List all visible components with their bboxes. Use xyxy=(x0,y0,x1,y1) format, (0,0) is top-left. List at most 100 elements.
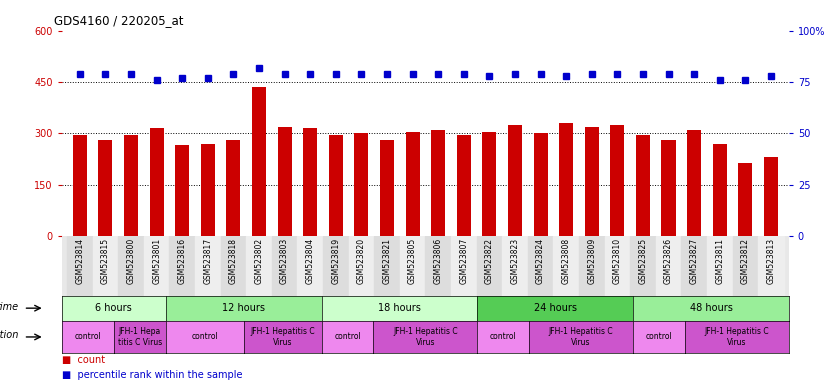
Bar xyxy=(354,133,368,236)
Text: 12 hours: 12 hours xyxy=(222,303,265,313)
Bar xyxy=(226,140,240,236)
Text: GSM523814: GSM523814 xyxy=(75,238,84,284)
Bar xyxy=(559,123,573,236)
Text: GSM523821: GSM523821 xyxy=(382,238,392,284)
Text: GSM523800: GSM523800 xyxy=(126,238,135,284)
Bar xyxy=(764,157,778,236)
Bar xyxy=(374,236,400,296)
Bar xyxy=(380,140,394,236)
Text: GSM523823: GSM523823 xyxy=(510,238,520,284)
Text: GSM523809: GSM523809 xyxy=(587,238,596,284)
Bar xyxy=(482,132,496,236)
Bar xyxy=(98,140,112,236)
Text: GSM523820: GSM523820 xyxy=(357,238,366,284)
Text: ■  percentile rank within the sample: ■ percentile rank within the sample xyxy=(62,370,243,380)
Text: GSM523805: GSM523805 xyxy=(408,238,417,284)
Text: GSM523819: GSM523819 xyxy=(331,238,340,284)
Bar xyxy=(195,236,221,296)
Bar xyxy=(630,236,656,296)
Bar xyxy=(73,135,87,236)
Bar xyxy=(707,236,733,296)
Bar xyxy=(605,236,630,296)
Text: GSM523801: GSM523801 xyxy=(152,238,161,284)
Text: GSM523807: GSM523807 xyxy=(459,238,468,284)
Bar xyxy=(349,236,374,296)
Bar xyxy=(62,236,789,296)
Bar xyxy=(610,125,624,236)
Bar xyxy=(431,130,445,236)
Text: JFH-1 Hepatitis C
Virus: JFH-1 Hepatitis C Virus xyxy=(548,327,614,347)
Text: GSM523826: GSM523826 xyxy=(664,238,673,284)
Bar xyxy=(585,127,599,236)
Bar xyxy=(713,144,727,236)
Text: GSM523811: GSM523811 xyxy=(715,238,724,284)
Bar xyxy=(553,236,579,296)
Text: GSM523827: GSM523827 xyxy=(690,238,699,284)
Bar xyxy=(687,130,701,236)
Bar xyxy=(502,236,528,296)
Bar xyxy=(451,236,477,296)
Bar xyxy=(400,236,425,296)
Bar xyxy=(175,146,189,236)
Text: 48 hours: 48 hours xyxy=(690,303,733,313)
Bar xyxy=(124,135,138,236)
Text: GSM523806: GSM523806 xyxy=(434,238,443,284)
Bar xyxy=(681,236,707,296)
Text: control: control xyxy=(192,333,218,341)
Bar xyxy=(67,236,93,296)
Text: 6 hours: 6 hours xyxy=(96,303,132,313)
Bar xyxy=(169,236,195,296)
Text: GSM523817: GSM523817 xyxy=(203,238,212,284)
Bar xyxy=(508,125,522,236)
Text: GSM523816: GSM523816 xyxy=(178,238,187,284)
Text: control: control xyxy=(74,333,102,341)
Text: GSM523810: GSM523810 xyxy=(613,238,622,284)
Text: GSM523804: GSM523804 xyxy=(306,238,315,284)
Text: GSM523812: GSM523812 xyxy=(741,238,750,284)
Bar xyxy=(406,132,420,236)
Text: control: control xyxy=(335,333,361,341)
Text: GSM523808: GSM523808 xyxy=(562,238,571,284)
Text: ■  count: ■ count xyxy=(62,356,105,366)
Text: GSM523818: GSM523818 xyxy=(229,238,238,284)
Text: JFH-1 Hepatitis C
Virus: JFH-1 Hepatitis C Virus xyxy=(250,327,315,347)
Text: infection: infection xyxy=(0,330,18,340)
Bar xyxy=(656,236,681,296)
Text: JFH-1 Hepa
titis C Virus: JFH-1 Hepa titis C Virus xyxy=(117,327,162,347)
Bar xyxy=(534,133,548,236)
Bar xyxy=(636,135,650,236)
Bar xyxy=(297,236,323,296)
Bar xyxy=(303,128,317,236)
Text: GSM523813: GSM523813 xyxy=(767,238,776,284)
Bar xyxy=(252,87,266,236)
Bar xyxy=(118,236,144,296)
Text: GSM523802: GSM523802 xyxy=(254,238,263,284)
Text: GSM523822: GSM523822 xyxy=(485,238,494,284)
Text: JFH-1 Hepatitis C
Virus: JFH-1 Hepatitis C Virus xyxy=(705,327,769,347)
Text: 18 hours: 18 hours xyxy=(378,303,421,313)
Bar xyxy=(477,236,502,296)
Bar xyxy=(738,162,752,236)
Bar xyxy=(329,135,343,236)
Text: GDS4160 / 220205_at: GDS4160 / 220205_at xyxy=(54,14,183,27)
Bar xyxy=(201,144,215,236)
Text: GSM523825: GSM523825 xyxy=(638,238,648,284)
Bar xyxy=(150,128,164,236)
Bar xyxy=(425,236,451,296)
Bar xyxy=(323,236,349,296)
Bar xyxy=(457,135,471,236)
Text: control: control xyxy=(646,333,672,341)
Text: GSM523803: GSM523803 xyxy=(280,238,289,284)
Bar xyxy=(758,236,784,296)
Text: 24 hours: 24 hours xyxy=(534,303,577,313)
Bar xyxy=(272,236,297,296)
Bar xyxy=(246,236,272,296)
Bar xyxy=(144,236,169,296)
Bar xyxy=(662,140,676,236)
Text: GSM523815: GSM523815 xyxy=(101,238,110,284)
Bar xyxy=(579,236,605,296)
Text: time: time xyxy=(0,302,18,312)
Bar xyxy=(93,236,118,296)
Bar xyxy=(278,127,292,236)
Bar xyxy=(221,236,246,296)
